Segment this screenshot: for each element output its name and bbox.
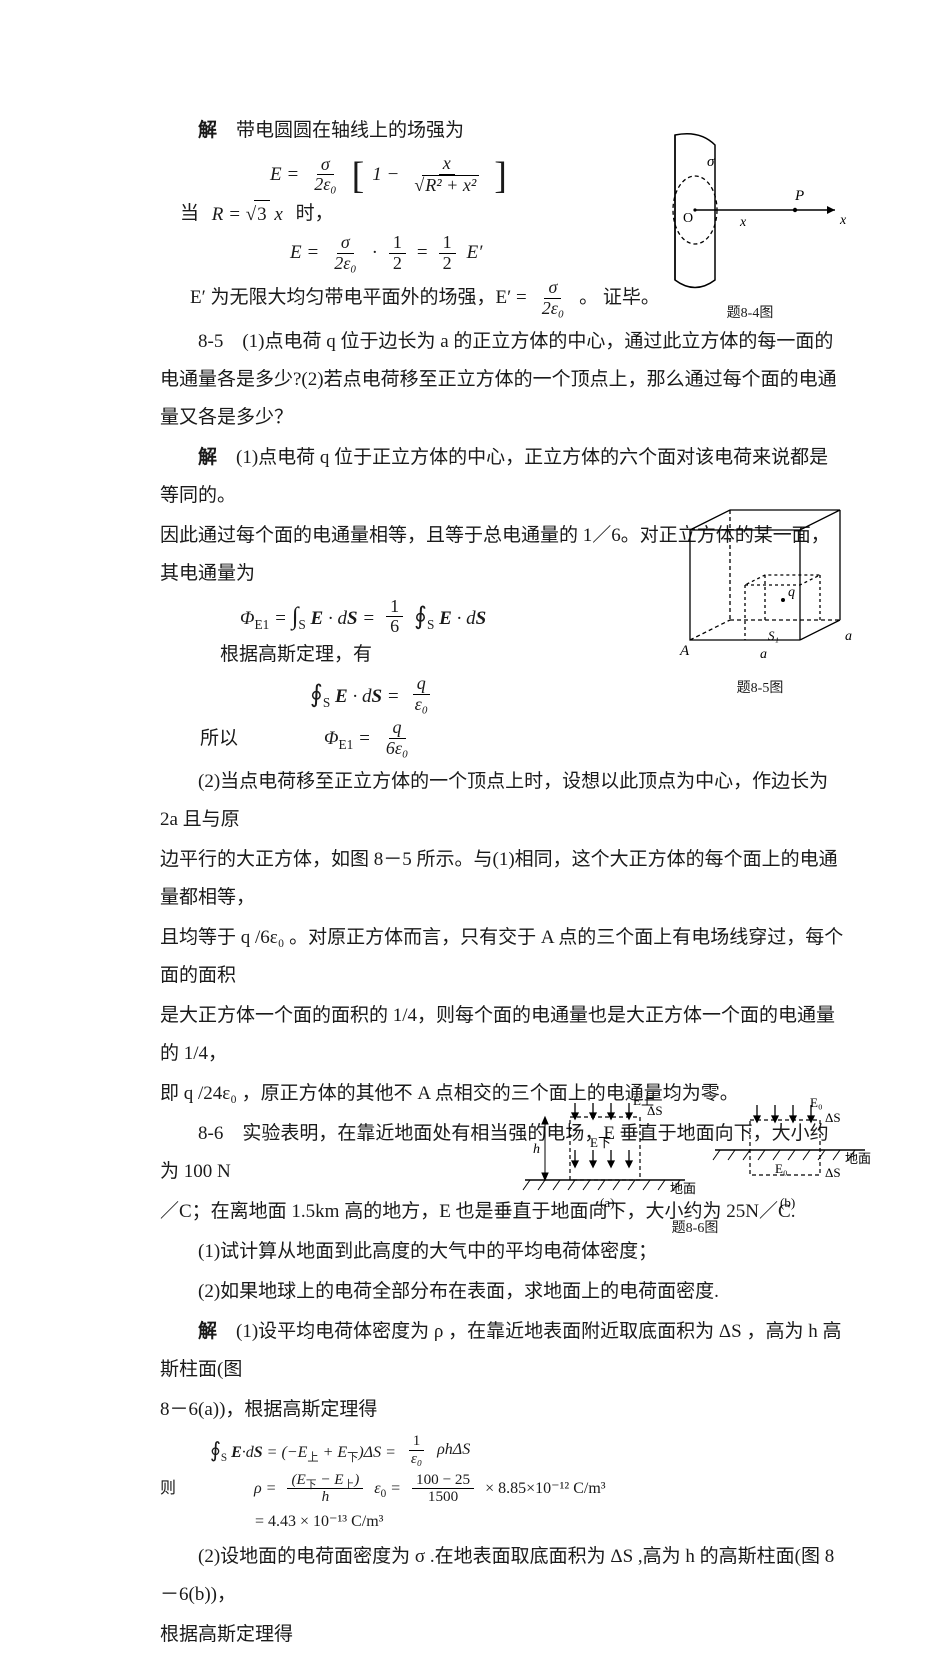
eq1-frac1: σ 2ε₀ — [310, 155, 340, 196]
fig85-q: q — [788, 585, 795, 600]
figure-8-5-caption: 题8-5图 — [660, 675, 860, 703]
equation-85a: ΦE1 = ∫S E · dS = 16 ∮S E · dS — [240, 597, 620, 638]
eq3-tail: E′ — [467, 239, 483, 268]
equation-86c: = 4.43 × 10⁻¹³ C/m³ — [255, 1510, 630, 1534]
figure-8-5: q A a a S₁ 题8-5图 — [660, 500, 860, 703]
figure-8-4: O P x x σ 题8-4图 — [645, 130, 855, 328]
eq4-pre: E′ 为无限大均匀带电平面外的场强，E′ = — [190, 284, 527, 313]
figure-8-4-caption: 题8-4图 — [645, 300, 855, 328]
fig86-E0a: E₀ — [810, 1095, 822, 1110]
fig84-label-O: O — [683, 211, 693, 226]
p86-q4: (2)如果地球上的电荷全部分布在表面，求地面上的电荷面密度. — [160, 1273, 845, 1311]
fig86-a: (a) — [600, 1195, 614, 1210]
eq3-lhs: E = — [290, 239, 319, 268]
eq2-pre: 当 — [180, 200, 199, 229]
fig85-A: A — [679, 643, 690, 659]
fig86-dS-b2: ΔS — [825, 1165, 841, 1180]
fig86-b: (b) — [780, 1195, 795, 1210]
eq1-lhs: E = — [270, 161, 299, 190]
eq1-rb: ] — [494, 167, 507, 186]
p85-2-l3: 且均等于 q /6ε₀ 。对原正方体而言，只有交于 A 点的三个面上有电场线穿过… — [160, 919, 845, 995]
solve-label-3: 解 — [198, 1321, 217, 1342]
equation-85b: 根据高斯定理，有 — [220, 641, 620, 670]
eq1-lb: [ — [352, 167, 365, 186]
p85-2-l1: (2)当点电荷移至正立方体的一个顶点上时，设想以此顶点为中心，作边长为 2a 且… — [160, 763, 845, 839]
figure-8-6: h E上 E下 ΔS 地面 (a) — [515, 1095, 875, 1243]
fig85-a2: a — [845, 629, 852, 644]
fig86-dS-a: ΔS — [647, 1103, 663, 1118]
fig84-label-x: x — [739, 215, 747, 230]
p86-2-l1: (2)设地面的电荷面密度为 σ .在地表面取底面积为 ΔS ,高为 h 的高斯柱… — [160, 1538, 845, 1614]
equation-85c: ∮S E · dS = qε₀ — [310, 674, 620, 715]
equation-86b: 则 ρ = (E下 − E上)h ε0 = 100 − 251500 × 8.8… — [160, 1472, 630, 1506]
figure-8-6-caption: 题8-6图 — [515, 1215, 875, 1243]
fig85-S1: S₁ — [768, 628, 779, 643]
p85-num: 8-5 — [198, 331, 223, 352]
fig85-a: a — [760, 647, 767, 662]
p85-qtext: (1)点电荷 q 位于边长为 a 的正立方体的中心，通过此立方体的每一面的电通量… — [160, 331, 837, 428]
equation-85d: 所以 ΦE1 = q6ε₀ — [200, 718, 620, 759]
eq2-suf: 时， — [296, 200, 334, 229]
fig86-E0b: E₀ — [775, 1161, 787, 1176]
p86-sol1b: 8－6(a))，根据高斯定理得 — [160, 1391, 845, 1429]
p86-2-l2: 根据高斯定理得 — [160, 1616, 845, 1654]
fig84-label-xaxis: x — [839, 213, 847, 228]
eq1-one: 1 − — [372, 161, 399, 190]
figure-8-6-svg: h E上 E下 ΔS 地面 (a) — [515, 1095, 875, 1215]
p85-2-l2: 边平行的大正方体，如图 8－5 所示。与(1)相同，这个大正方体的每个面上的电通… — [160, 841, 845, 917]
fig86-ground-a: 地面 — [670, 1181, 696, 1196]
fig86-dS-b: ΔS — [825, 1110, 841, 1125]
intro-text: 带电圆圆在轴线上的场强为 — [236, 120, 464, 141]
p85-2-l4: 是大正方体一个面的面积的 1/4，则每个面的电通量也是大正方体一个面的电通量的 … — [160, 997, 845, 1073]
fig86-ground-b: 地面 — [845, 1151, 871, 1166]
solve-label-1: 解 — [198, 120, 217, 141]
eq86-block: ∮S E·dS = (−E上 + E下)ΔS = 1ε₀ ρhΔS 则 ρ = … — [160, 1433, 630, 1534]
fig84-label-sigma: σ — [707, 154, 715, 170]
figure-8-4-svg: O P x x σ — [645, 130, 855, 300]
equation-86a: ∮S E·dS = (−E上 + E下)ΔS = 1ε₀ ρhΔS — [210, 1433, 630, 1467]
fig86-Edown: E下 — [590, 1135, 611, 1150]
page: O P x x σ 题8-4图 解 带电圆圆在轴线上的场强为 E = σ 2ε₀… — [0, 0, 945, 1337]
p86-sol1: 解 (1)设平均电荷体密度为 ρ ，在靠近地表面附近取底面积为 ΔS ，高为 h… — [160, 1313, 845, 1389]
p85-question: 8-5 (1)点电荷 q 位于边长为 a 的正立方体的中心，通过此立方体的每一面… — [160, 323, 845, 437]
solve-label-2: 解 — [198, 447, 217, 468]
p86-num: 8-6 — [198, 1123, 223, 1144]
eq1-frac2: x R² + x² — [410, 154, 483, 196]
fig84-label-P: P — [794, 188, 804, 204]
eq85-block: ΦE1 = ∫S E · dS = 16 ∮S E · dS 根据高斯定理，有 … — [160, 597, 620, 760]
figure-8-5-svg: q A a a S₁ — [660, 500, 860, 675]
fig86-h: h — [533, 1142, 540, 1157]
